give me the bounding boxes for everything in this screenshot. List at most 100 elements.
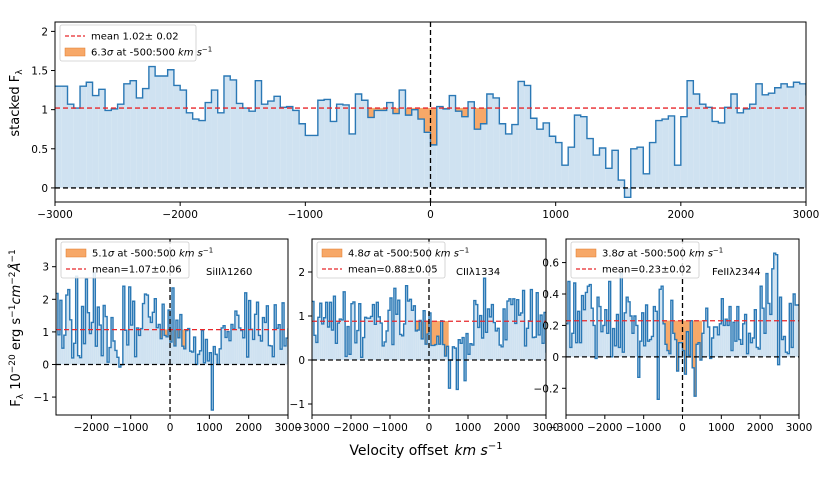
fill-bar xyxy=(101,355,104,365)
highlight-bar xyxy=(461,107,469,117)
fill-bar xyxy=(358,303,361,360)
line-annotation: CIIλ1334 xyxy=(456,267,500,278)
fill-bar xyxy=(762,308,765,357)
fill-bar xyxy=(280,107,287,188)
x-tick-label: 2000 xyxy=(667,209,694,221)
legend-text-exp: −1 xyxy=(203,247,213,255)
axes-frame xyxy=(55,238,289,416)
fill-bar xyxy=(172,287,174,365)
fill-bar xyxy=(687,80,694,188)
fill-bar xyxy=(666,350,669,357)
fill-bar xyxy=(779,297,782,357)
fill-bar xyxy=(419,320,422,360)
line-annotation: SiIIλ1260 xyxy=(206,267,252,278)
fill-bar xyxy=(755,83,763,188)
fill-bar xyxy=(454,348,457,360)
fill-bar xyxy=(699,104,706,188)
fill-bar xyxy=(505,133,512,188)
fill-bar xyxy=(117,104,124,188)
x-tick-label: 3000 xyxy=(793,209,820,221)
fill-bar xyxy=(443,108,450,188)
fill-bar xyxy=(468,101,475,188)
fill-bar xyxy=(711,338,714,357)
y-tick-label: 0 xyxy=(41,183,48,195)
fill-bar xyxy=(599,148,606,188)
fill-bar xyxy=(345,356,348,360)
x-tick-label: 1000 xyxy=(196,422,223,434)
fill-bar xyxy=(198,120,206,188)
legend-text-text-pre: 5.1 xyxy=(92,249,108,260)
fill-bar xyxy=(415,330,418,360)
fill-bar xyxy=(142,303,145,365)
fill-bar xyxy=(240,330,243,365)
fill-bar xyxy=(462,337,465,360)
fill-bar xyxy=(95,346,98,365)
fill-bar xyxy=(205,102,212,188)
fill-bar xyxy=(290,337,292,364)
fill-bar xyxy=(374,110,381,188)
ylabel-top: stacked Fλ xyxy=(8,69,25,137)
fill-bar xyxy=(274,304,277,365)
fill-bar xyxy=(282,302,285,365)
fill-bar xyxy=(682,350,685,357)
fill-bar xyxy=(725,319,728,357)
fill-bar xyxy=(538,334,541,360)
fill-bar xyxy=(284,345,287,365)
fill-bar xyxy=(331,330,334,360)
fill-bar xyxy=(774,87,781,188)
fill-bar xyxy=(347,326,350,360)
fill-bar xyxy=(473,300,476,360)
fill-bar xyxy=(721,298,724,357)
fill-bar xyxy=(232,328,235,365)
fill-bar xyxy=(229,340,231,365)
fill-bar xyxy=(497,328,500,360)
y-tick-label: 0 xyxy=(42,359,49,371)
fill-bar xyxy=(187,328,190,365)
fill-bar xyxy=(536,129,544,188)
fill-bar xyxy=(586,138,594,188)
fill-bar xyxy=(729,306,732,357)
highlight-bar xyxy=(424,107,431,133)
fill-bar xyxy=(211,90,218,188)
fill-bar xyxy=(672,333,675,357)
fill-bar xyxy=(768,93,775,188)
fill-bar xyxy=(483,278,486,360)
fill-bar xyxy=(150,322,153,365)
fill-bar xyxy=(752,338,755,357)
legend-text-text-pre: 3.8 xyxy=(602,249,618,260)
fill-bar xyxy=(83,343,86,365)
fill-bar xyxy=(393,288,396,360)
fill-bar xyxy=(252,339,255,365)
fill-bar xyxy=(372,304,375,360)
fill-bar xyxy=(493,322,496,360)
fill-bar xyxy=(103,305,106,365)
fill-bar xyxy=(162,304,165,365)
fill-bar xyxy=(292,110,300,188)
fill-bar xyxy=(480,123,487,188)
legend-text-exp: −1 xyxy=(202,46,212,54)
fill-bar xyxy=(760,286,763,357)
fill-bar xyxy=(236,315,239,365)
fill-bar xyxy=(417,119,425,188)
fill-bar xyxy=(424,132,431,188)
fill-bar xyxy=(637,356,640,378)
fill-bar xyxy=(466,333,468,360)
legend-text-sym: σ xyxy=(108,249,115,260)
fill-bar xyxy=(783,336,786,357)
spectrum-line xyxy=(55,65,806,198)
highlight-bar xyxy=(432,321,436,346)
fill-bar xyxy=(268,345,271,365)
fill-bar xyxy=(793,82,800,188)
legend: 5.1σ at -500:500 km s−1 mean=1.07±0.06 xyxy=(60,241,213,279)
fill-bar xyxy=(767,303,770,357)
fill-bar xyxy=(386,330,389,360)
fill-bar xyxy=(349,133,356,188)
fill-bar xyxy=(678,342,681,357)
fill-bar xyxy=(602,325,605,357)
fill-bar xyxy=(643,345,646,357)
fill-bar xyxy=(555,142,562,188)
fill-bar xyxy=(756,347,759,357)
fill-bar xyxy=(170,341,172,365)
fill-bar xyxy=(430,345,433,360)
